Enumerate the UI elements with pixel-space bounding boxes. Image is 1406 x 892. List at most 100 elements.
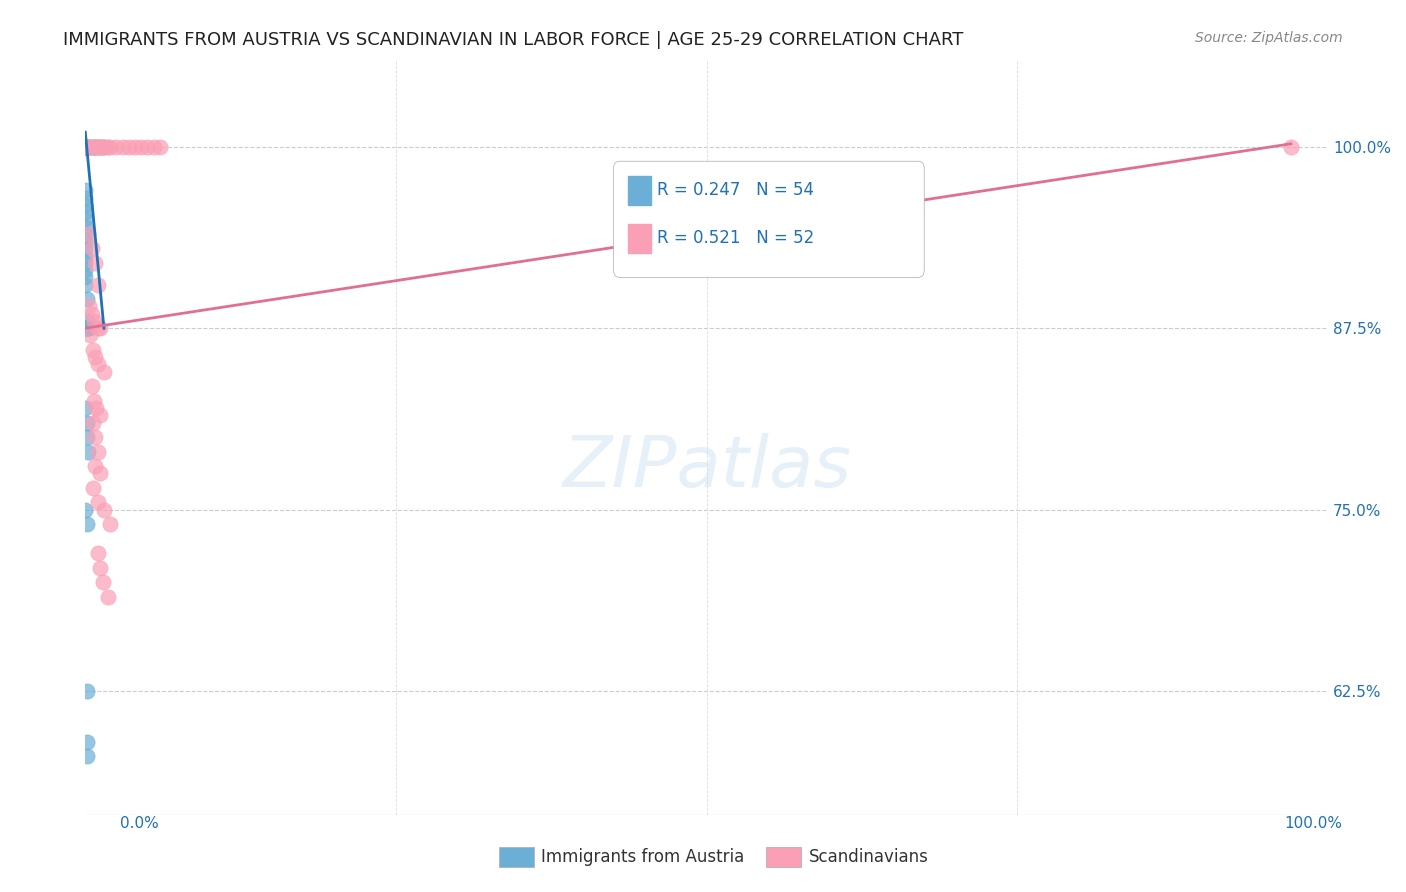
- Point: [76, 321, 98, 335]
- Point: [91, 139, 114, 153]
- Point: [94, 139, 117, 153]
- Point: [75, 270, 97, 285]
- Point: [91, 575, 114, 590]
- Point: [83, 393, 105, 408]
- Text: Immigrants from Austria: Immigrants from Austria: [541, 848, 745, 866]
- Point: [75, 256, 97, 270]
- Point: [79, 328, 101, 343]
- Point: [87, 444, 110, 458]
- Point: [83, 139, 105, 153]
- Point: [80, 139, 103, 153]
- Point: [76, 314, 98, 328]
- Point: [97, 590, 120, 604]
- Point: [84, 139, 107, 153]
- Point: [75, 183, 97, 197]
- Point: [75, 263, 97, 277]
- Point: [75, 198, 97, 212]
- Point: [75, 321, 97, 335]
- Point: [76, 517, 98, 532]
- Point: [75, 139, 97, 153]
- Point: [84, 139, 107, 153]
- Point: [76, 292, 98, 306]
- Point: [75, 139, 97, 153]
- Point: [89, 139, 111, 153]
- Point: [76, 321, 98, 335]
- Point: [149, 139, 172, 153]
- Text: 100.0%: 100.0%: [1285, 816, 1343, 831]
- Point: [97, 139, 120, 153]
- Point: [76, 444, 98, 458]
- Point: [75, 139, 97, 153]
- Point: [75, 190, 97, 204]
- Point: [98, 139, 121, 153]
- Point: [87, 139, 110, 153]
- Text: R = 0.247   N = 54: R = 0.247 N = 54: [657, 181, 814, 199]
- Point: [76, 321, 98, 335]
- Point: [76, 430, 98, 444]
- Point: [79, 139, 101, 153]
- Point: [77, 139, 100, 153]
- Point: [75, 212, 97, 227]
- Point: [129, 139, 152, 153]
- Point: [80, 307, 103, 321]
- Point: [82, 481, 104, 495]
- Point: [82, 416, 104, 430]
- Point: [76, 684, 98, 698]
- Point: [87, 321, 110, 335]
- FancyBboxPatch shape: [613, 161, 924, 277]
- Point: [98, 517, 121, 532]
- Point: [76, 227, 98, 241]
- Point: [75, 139, 97, 153]
- Point: [82, 343, 104, 357]
- Point: [93, 365, 115, 379]
- Point: [75, 139, 97, 153]
- Point: [77, 300, 100, 314]
- Text: IMMIGRANTS FROM AUSTRIA VS SCANDINAVIAN IN LABOR FORCE | AGE 25-29 CORRELATION C: IMMIGRANTS FROM AUSTRIA VS SCANDINAVIAN …: [63, 31, 963, 49]
- Point: [75, 321, 97, 335]
- Point: [76, 139, 98, 153]
- Point: [83, 314, 105, 328]
- Point: [76, 139, 98, 153]
- Point: [80, 241, 103, 255]
- Point: [75, 277, 97, 292]
- Point: [75, 139, 97, 153]
- Point: [75, 249, 97, 263]
- Point: [75, 205, 97, 219]
- Point: [89, 321, 111, 335]
- Point: [75, 139, 97, 153]
- Point: [75, 321, 97, 335]
- Point: [1279, 139, 1302, 153]
- Point: [87, 546, 110, 560]
- Point: [75, 241, 97, 255]
- Point: [75, 234, 97, 248]
- Point: [89, 467, 111, 481]
- Point: [76, 735, 98, 749]
- Text: 0.0%: 0.0%: [120, 816, 159, 831]
- Point: [84, 459, 107, 474]
- Point: [105, 139, 128, 153]
- Bar: [628, 176, 651, 205]
- Point: [87, 358, 110, 372]
- Point: [80, 379, 103, 393]
- Point: [84, 430, 107, 444]
- Point: [124, 139, 146, 153]
- Point: [75, 227, 97, 241]
- Point: [89, 409, 111, 423]
- Point: [87, 495, 110, 509]
- Text: Source: ZipAtlas.com: Source: ZipAtlas.com: [1195, 31, 1343, 45]
- Point: [75, 502, 97, 516]
- Point: [75, 139, 97, 153]
- Point: [75, 219, 97, 234]
- Point: [84, 256, 107, 270]
- Point: [118, 139, 141, 153]
- Point: [111, 139, 134, 153]
- Point: [82, 139, 104, 153]
- Text: ZIPatlas: ZIPatlas: [562, 433, 851, 502]
- Point: [93, 502, 115, 516]
- Bar: [628, 224, 651, 252]
- Text: R = 0.521   N = 52: R = 0.521 N = 52: [657, 229, 814, 247]
- Point: [91, 139, 114, 153]
- Point: [89, 560, 111, 574]
- Point: [89, 139, 111, 153]
- Point: [76, 321, 98, 335]
